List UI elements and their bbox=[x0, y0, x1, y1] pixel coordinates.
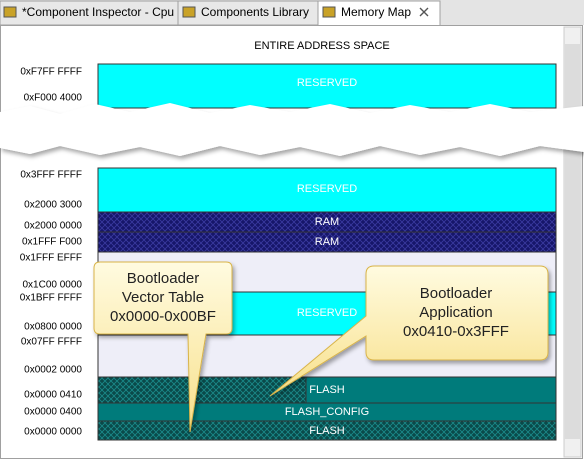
tab-label[interactable]: Memory Map bbox=[341, 5, 411, 19]
address-label: 0x1FFF F000 bbox=[22, 237, 82, 248]
tab-icon bbox=[3, 6, 17, 18]
callout-text: 0x0410-0x3FFF bbox=[403, 323, 509, 340]
torn-break bbox=[0, 103, 584, 156]
address-label: 0x1FFF EFFF bbox=[20, 253, 82, 264]
address-label: 0x2000 3000 bbox=[24, 200, 82, 211]
callout-text: Vector Table bbox=[122, 289, 204, 306]
callout-text: Bootloader bbox=[420, 285, 493, 302]
callout-text: Application bbox=[419, 304, 492, 321]
block-label: RESERVED bbox=[297, 183, 357, 195]
block-label: FLASH bbox=[309, 384, 345, 396]
address-label: 0x0800 0000 bbox=[24, 322, 82, 333]
tab-icon bbox=[322, 6, 336, 18]
tab-icon bbox=[182, 6, 196, 18]
callout-text: Bootloader bbox=[127, 270, 200, 287]
address-label: 0xF7FF FFFF bbox=[20, 67, 82, 78]
block-used bbox=[97, 376, 307, 404]
tab-label[interactable]: Components Library bbox=[201, 5, 309, 19]
address-label: 0x0000 0400 bbox=[24, 407, 82, 418]
block-label: FLASH_CONFIG bbox=[285, 406, 369, 418]
block-label: RAM bbox=[315, 216, 339, 228]
block-label: RESERVED bbox=[297, 307, 357, 319]
block[interactable] bbox=[97, 420, 557, 441]
block-label: FLASH bbox=[309, 425, 345, 437]
address-label: 0x1C00 0000 bbox=[23, 280, 83, 291]
address-label: 0x07FF FFFF bbox=[21, 337, 82, 348]
block-label: RESERVED bbox=[297, 77, 357, 89]
callout bbox=[269, 265, 549, 397]
tab-close[interactable] bbox=[419, 7, 429, 17]
address-label: 0xF000 4000 bbox=[24, 93, 83, 104]
block-label: RAM bbox=[315, 236, 339, 248]
address-label: 0x3FFF FFFF bbox=[20, 170, 82, 181]
address-label: 0x2000 0000 bbox=[24, 221, 82, 232]
address-label: 0x0000 0000 bbox=[24, 427, 82, 438]
map-title: ENTIRE ADDRESS SPACE bbox=[254, 40, 390, 52]
address-label: 0x0002 0000 bbox=[24, 365, 82, 376]
address-label: 0x0000 0410 bbox=[24, 390, 82, 401]
tab-label[interactable]: *Component Inspector - Cpu bbox=[22, 5, 174, 19]
address-labels: 0xF7FF FFFF 0xF000 4000 0x3FFF FFFF 0x2000 … bbox=[20, 67, 83, 438]
callout bbox=[93, 261, 233, 433]
block[interactable] bbox=[97, 63, 557, 109]
tab-active[interactable] bbox=[317, 0, 441, 27]
address-label: 0x1BFF FFFF bbox=[20, 293, 82, 304]
callout-text: 0x0000-0x00BF bbox=[110, 308, 216, 325]
tab[interactable] bbox=[0, 0, 179, 26]
scroll-thumb[interactable] bbox=[565, 44, 580, 439]
